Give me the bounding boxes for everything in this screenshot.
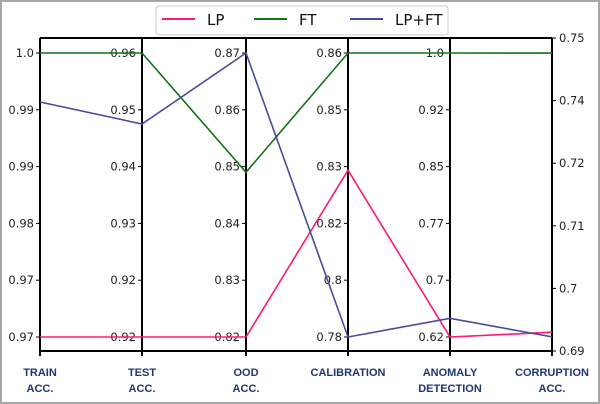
tick-label: 0.7 (559, 281, 577, 295)
series-line-lp-ft (39, 51, 553, 338)
tick-label: 0.69 (559, 344, 585, 358)
tick-label: 0.95 (110, 103, 136, 117)
tick-label: 1.0 (16, 46, 34, 60)
tick-label: 0.84 (214, 216, 240, 230)
tick-label: 0.97 (8, 273, 34, 287)
tick-label: 0.85 (418, 160, 444, 174)
tick-label: 0.99 (8, 103, 34, 117)
tick-label: 0.78 (316, 330, 342, 344)
tick-label: 0.94 (110, 160, 136, 174)
tick-label: 0.98 (8, 216, 34, 230)
tick-label: 0.86 (214, 103, 240, 117)
axis-category-label: TEST (128, 367, 156, 379)
tick-label: 0.92 (418, 103, 444, 117)
axis-category-label: CORRUPTION (515, 367, 589, 379)
axis-category-label: CALIBRATION (311, 367, 386, 379)
tick-label: 0.99 (8, 160, 34, 174)
tick-label: 0.83 (316, 160, 342, 174)
tick-label: 0.87 (214, 46, 240, 60)
tick-label: 0.85 (316, 103, 342, 117)
axis-category-label: ACC. (27, 383, 54, 395)
legend-label: LP+FT (395, 11, 443, 29)
tick-label: 0.85 (214, 160, 240, 174)
tick-label: 0.77 (418, 216, 444, 230)
series-line-ft (40, 52, 553, 174)
tick-label: 0.7 (426, 273, 444, 287)
axis-category-label: ANOMALY (423, 367, 478, 379)
tick-label: 0.82 (316, 216, 342, 230)
tick-label: 0.86 (316, 46, 342, 60)
axis-category-label: TRAIN (23, 367, 57, 379)
axis-category-label: ACC. (539, 383, 566, 395)
tick-label: 0.72 (559, 156, 585, 170)
tick-label: 0.93 (110, 216, 136, 230)
tick-label: 0.92 (110, 273, 136, 287)
axis-category-label: OOD (233, 367, 258, 379)
tick-label: 0.71 (559, 219, 585, 233)
tick-label: 0.83 (214, 273, 240, 287)
tick-label: 0.62 (418, 330, 444, 344)
axis-category-label: ACC. (129, 383, 156, 395)
axis-category-label: ACC. (233, 383, 260, 395)
tick-label: 0.75 (559, 31, 585, 45)
axis-category-label: DETECTION (418, 383, 482, 395)
legend-box (155, 5, 449, 36)
series-line-lp (40, 168, 553, 338)
tick-label: 0.97 (8, 330, 34, 344)
tick-label: 0.74 (559, 94, 585, 108)
legend-label: FT (299, 11, 317, 29)
legend-label: LP (207, 11, 224, 29)
